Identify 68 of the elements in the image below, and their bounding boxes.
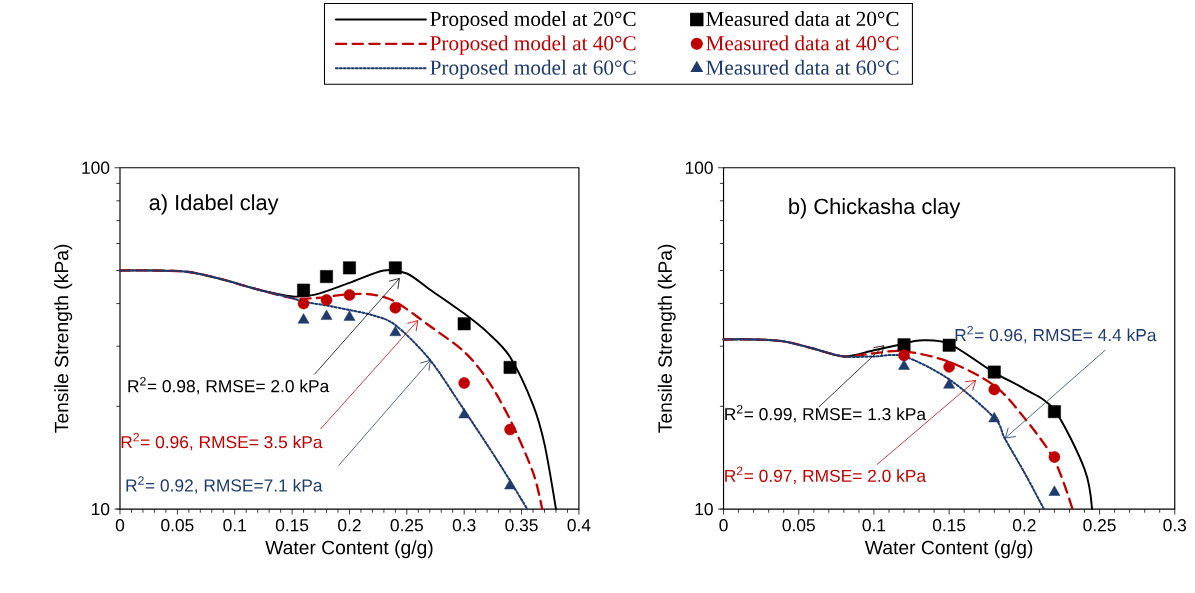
x-tick-label: 0.15 bbox=[275, 519, 309, 532]
x-tick-label: 0.1 bbox=[223, 519, 246, 532]
y-tick-label: 10 bbox=[92, 502, 110, 516]
point bbox=[987, 365, 1001, 379]
point bbox=[1048, 485, 1061, 496]
point bbox=[897, 338, 911, 352]
x-tick-label: 0.35 bbox=[505, 519, 538, 532]
legend-label: Proposed model at 20°C bbox=[430, 11, 636, 31]
point bbox=[320, 294, 333, 306]
point bbox=[343, 289, 356, 301]
point bbox=[457, 317, 471, 331]
y-tick-label: 100 bbox=[685, 161, 713, 174]
point bbox=[943, 378, 955, 389]
annotation: R$^{2}$= 0.96, RMSE= 4.4 kPa bbox=[955, 325, 1157, 344]
y-axis-title: Tensile Strength (kPa) bbox=[657, 244, 676, 433]
x-tick-label: 0.15 bbox=[932, 519, 966, 532]
point bbox=[297, 297, 310, 310]
x-tick-label: 0.2 bbox=[338, 519, 361, 532]
point bbox=[503, 361, 517, 374]
x-tick-label: 0.05 bbox=[161, 519, 194, 532]
x-tick-label: 0.3 bbox=[452, 519, 476, 532]
x-tick-label: 0.05 bbox=[782, 519, 815, 532]
x-tick-label: 0 bbox=[115, 519, 125, 532]
y-tick-label: 100 bbox=[82, 161, 110, 174]
text: a) Idabel clay bbox=[149, 194, 279, 215]
point bbox=[458, 377, 470, 389]
text: b) Chickasha clay bbox=[789, 198, 961, 219]
x-tick-label: 0.2 bbox=[1012, 519, 1036, 532]
x-tick-label: 0.4 bbox=[567, 519, 591, 532]
y-tick-label: 10 bbox=[695, 502, 713, 516]
y-axis-title: Tensile Strength (kPa) bbox=[54, 244, 73, 433]
point bbox=[504, 423, 516, 436]
point bbox=[1048, 405, 1061, 419]
x-tick-label: 0.1 bbox=[862, 519, 886, 532]
point bbox=[898, 359, 910, 370]
point bbox=[898, 349, 910, 362]
point bbox=[320, 309, 333, 320]
annotation: R$^{2}$= 0.92, RMSE=7.1 kPa bbox=[126, 476, 323, 494]
legend-label: Proposed model at 60°C bbox=[430, 59, 636, 80]
point bbox=[297, 313, 310, 324]
point bbox=[389, 301, 402, 314]
point bbox=[504, 479, 516, 490]
point bbox=[942, 338, 956, 352]
annotation: R$^{2}$= 0.96, RMSE= 3.5 kPa bbox=[121, 432, 323, 451]
legend-label: Measured data at 40°C bbox=[706, 35, 899, 51]
point bbox=[297, 283, 310, 297]
legend-label: Measured data at 20°C bbox=[706, 11, 899, 27]
point bbox=[988, 383, 1001, 396]
point bbox=[389, 325, 402, 337]
legend-label: Proposed model at 40°C bbox=[430, 35, 636, 55]
point bbox=[458, 408, 471, 419]
annotation: R$^{2}$= 0.97, RMSE= 2.0 kPa bbox=[725, 466, 927, 485]
x-tick-label: 0.25 bbox=[390, 519, 423, 532]
x-tick-label: 0.3 bbox=[1163, 519, 1187, 532]
x-tick-label: 0 bbox=[719, 519, 728, 532]
point bbox=[388, 261, 402, 275]
legend-label: Measured data at 60°C bbox=[706, 59, 899, 75]
point bbox=[343, 310, 356, 321]
point bbox=[988, 412, 1001, 423]
x-tick-label: 0.25 bbox=[1083, 519, 1116, 532]
point bbox=[943, 361, 955, 373]
x-axis-title: Water Content (g/g) bbox=[864, 540, 1033, 559]
annotation: R$^{2}$= 0.98, RMSE= 2.0 kPa bbox=[128, 376, 330, 395]
annotation: R$^{2}$= 0.99, RMSE= 1.3 kPa bbox=[725, 404, 927, 423]
point bbox=[320, 270, 333, 284]
x-axis-title: Water Content (g/g) bbox=[265, 540, 433, 559]
point bbox=[1048, 451, 1061, 463]
point bbox=[343, 261, 356, 275]
